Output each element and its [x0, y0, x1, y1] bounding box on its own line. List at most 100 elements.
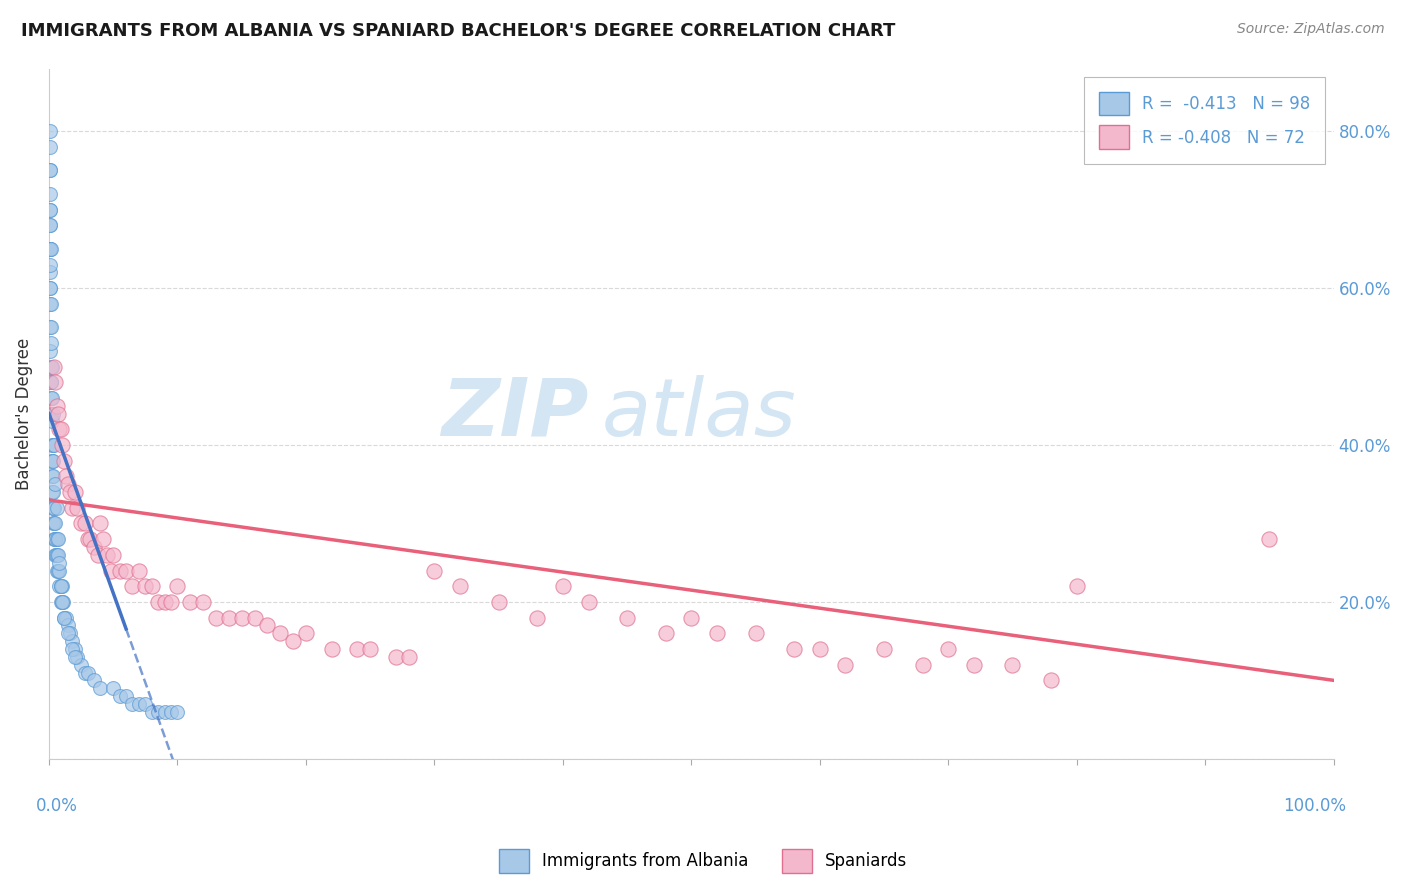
Point — [38, 124, 60, 138]
Point — [96, 548, 118, 562]
Point — [42, 438, 65, 452]
Point — [134, 697, 156, 711]
Point — [179, 595, 201, 609]
Point — [166, 705, 188, 719]
Point — [53, 610, 76, 624]
Point — [49, 579, 72, 593]
Point — [146, 705, 169, 719]
Point — [141, 705, 163, 719]
Point — [44, 477, 66, 491]
Point — [45, 564, 67, 578]
Point — [41, 469, 63, 483]
Point — [654, 626, 676, 640]
Point — [141, 579, 163, 593]
Point — [911, 657, 934, 672]
Point — [83, 540, 105, 554]
Point — [45, 548, 67, 562]
Point — [49, 579, 72, 593]
Point — [58, 477, 80, 491]
Point — [46, 564, 69, 578]
Point — [55, 610, 77, 624]
Point — [681, 610, 703, 624]
Point — [39, 187, 62, 202]
Point — [166, 579, 188, 593]
Point — [87, 548, 110, 562]
Text: ZIP: ZIP — [441, 375, 589, 452]
Point — [66, 649, 89, 664]
Point — [44, 516, 66, 531]
Point — [45, 500, 67, 515]
Point — [295, 626, 318, 640]
Point — [281, 634, 304, 648]
Point — [153, 595, 176, 609]
Point — [231, 610, 253, 624]
Point — [58, 626, 80, 640]
Point — [1040, 673, 1063, 688]
Point — [51, 595, 73, 609]
Point — [51, 579, 73, 593]
Point — [38, 163, 60, 178]
Point — [39, 320, 62, 334]
Point — [128, 697, 150, 711]
Point — [42, 438, 65, 452]
Point — [41, 453, 63, 467]
Point — [42, 359, 65, 374]
Point — [70, 657, 93, 672]
Point — [48, 564, 70, 578]
Point — [48, 556, 70, 570]
Point — [58, 626, 80, 640]
Point — [121, 579, 143, 593]
Point — [39, 202, 62, 217]
Point — [45, 399, 67, 413]
Point — [616, 610, 638, 624]
Point — [706, 626, 728, 640]
Point — [243, 610, 266, 624]
Point — [39, 391, 62, 405]
Point — [963, 657, 986, 672]
Point — [39, 242, 62, 256]
Point — [76, 532, 98, 546]
Point — [44, 532, 66, 546]
Point — [205, 610, 228, 624]
Point — [42, 469, 65, 483]
Point — [38, 140, 60, 154]
Point — [51, 438, 73, 452]
Point — [38, 219, 60, 233]
Point — [42, 485, 65, 500]
Point — [744, 626, 766, 640]
Point — [41, 485, 63, 500]
Point — [39, 359, 62, 374]
Text: 0.0%: 0.0% — [37, 797, 77, 814]
Point — [79, 532, 101, 546]
Point — [103, 681, 125, 696]
Point — [578, 595, 600, 609]
Point — [44, 376, 66, 390]
Point — [46, 548, 69, 562]
Point — [48, 579, 70, 593]
Point — [39, 407, 62, 421]
Point — [160, 705, 183, 719]
Point — [385, 649, 408, 664]
Point — [42, 500, 65, 515]
Point — [808, 642, 831, 657]
Point — [39, 202, 62, 217]
Point — [936, 642, 959, 657]
Point — [103, 548, 125, 562]
Point — [73, 516, 96, 531]
Legend: Immigrants from Albania, Spaniards: Immigrants from Albania, Spaniards — [492, 842, 914, 880]
Point — [48, 422, 70, 436]
Point — [42, 500, 65, 515]
Point — [38, 281, 60, 295]
Point — [134, 579, 156, 593]
Point — [39, 320, 62, 334]
Point — [49, 422, 72, 436]
Point — [76, 665, 98, 680]
Point — [45, 548, 67, 562]
Point — [256, 618, 278, 632]
Text: Source: ZipAtlas.com: Source: ZipAtlas.com — [1237, 22, 1385, 37]
Point — [321, 642, 343, 657]
Point — [39, 376, 62, 390]
Point — [38, 343, 60, 358]
Point — [834, 657, 856, 672]
Point — [73, 665, 96, 680]
